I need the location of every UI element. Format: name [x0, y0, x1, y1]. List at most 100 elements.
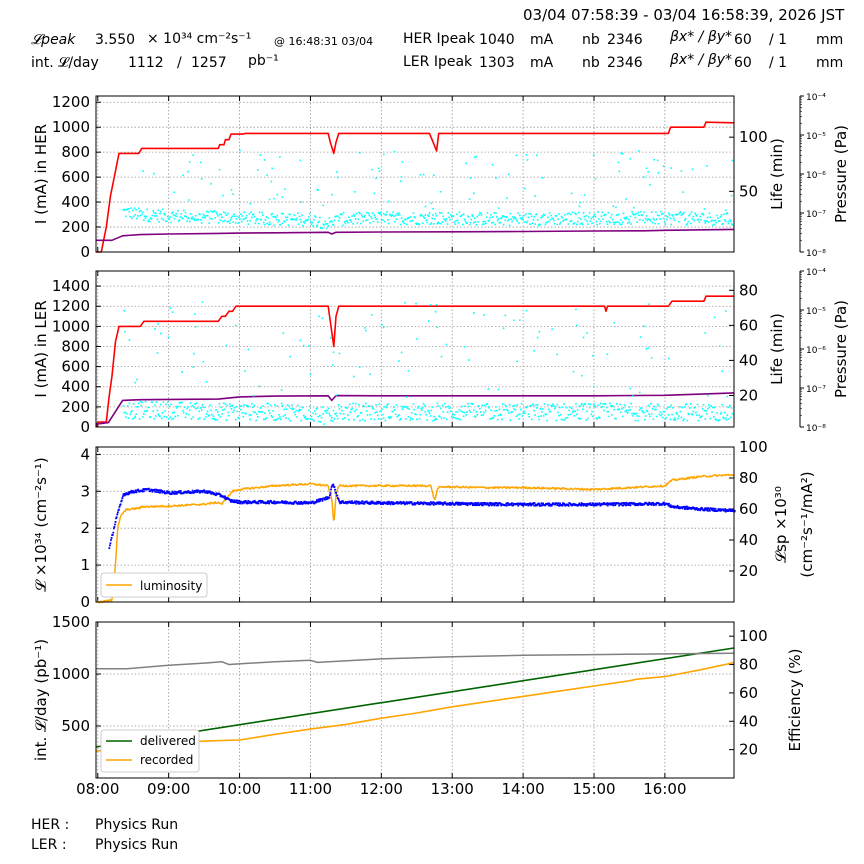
life-dot	[294, 218, 297, 221]
life-dot	[511, 411, 513, 413]
specific-lumi-dot	[591, 503, 593, 506]
life-dot	[131, 418, 134, 420]
life-dot	[530, 404, 532, 407]
life-dot	[159, 212, 161, 215]
life-dot	[721, 404, 724, 406]
life-dot	[409, 220, 411, 223]
life-dot	[536, 213, 538, 216]
life-dot	[330, 416, 333, 419]
specific-lumi-dot	[338, 499, 340, 502]
life-dot	[678, 415, 680, 417]
life-dot	[365, 219, 367, 222]
specific-lumi-dot	[444, 501, 446, 504]
life-dot	[245, 217, 247, 219]
life-dot	[715, 419, 718, 421]
life-dot-outlier	[575, 324, 578, 327]
life-dot	[174, 214, 177, 217]
life-dot	[433, 218, 436, 220]
life-dot	[338, 408, 341, 410]
life-dot	[666, 408, 668, 410]
life-dot	[143, 410, 146, 413]
life-dot	[683, 211, 685, 214]
specific-lumi-dot	[516, 502, 519, 505]
life-dot	[598, 416, 600, 419]
life-dot	[718, 419, 721, 421]
life-dot	[387, 222, 390, 225]
life-dot	[358, 211, 360, 214]
life-dot	[669, 217, 672, 220]
y-tick-label: 400	[61, 193, 90, 211]
specific-lumi-dot	[461, 502, 463, 505]
specific-lumi-dot	[134, 489, 137, 492]
life-dot	[265, 216, 268, 218]
specific-lumi-dot	[428, 502, 431, 505]
specific-lumi-dot	[132, 490, 135, 492]
life-dot-outlier	[469, 177, 472, 179]
life-dot	[467, 405, 470, 408]
specific-lumi-dot	[712, 507, 715, 510]
specific-lumi-dot	[652, 504, 655, 507]
life-dot	[473, 221, 475, 224]
life-dot-outlier	[308, 345, 310, 347]
specific-lumi-dot	[724, 508, 727, 510]
life-dot	[141, 213, 143, 216]
specific-lumi-dot	[268, 502, 271, 505]
specific-lumi-dot	[245, 502, 248, 505]
life-dot	[479, 211, 481, 214]
specific-lumi-dot	[360, 502, 363, 505]
life-dot	[269, 404, 272, 407]
life-dot-outlier	[252, 394, 255, 397]
life-dot	[698, 220, 701, 223]
specific-lumi-dot	[614, 504, 617, 507]
life-dot	[527, 413, 530, 416]
life-dot	[456, 417, 458, 420]
life-dot	[604, 403, 607, 405]
life-dot	[496, 216, 498, 218]
specific-lumi-dot	[482, 502, 484, 504]
current-line	[96, 121, 735, 253]
specific-lumi-dot	[624, 502, 627, 504]
specific-lumi-dot	[357, 500, 360, 503]
specific-lumi-dot	[522, 504, 525, 507]
life-dot-outlier	[643, 176, 645, 178]
life-dot	[433, 415, 435, 418]
life-dot	[165, 220, 168, 223]
life-dot	[689, 402, 692, 405]
life-dot	[198, 410, 200, 412]
life-dot-outlier	[495, 177, 497, 179]
specific-lumi-dot	[239, 500, 242, 503]
life-dot	[231, 404, 234, 407]
life-dot	[623, 404, 626, 406]
life-dot	[397, 415, 399, 417]
life-dot	[359, 222, 362, 225]
life-dot	[262, 418, 265, 421]
y-tick-label: 3	[80, 482, 90, 500]
life-dot	[346, 407, 348, 409]
life-dot	[500, 217, 502, 220]
life-dot-outlier	[375, 177, 377, 180]
specific-lumi-dot	[490, 502, 492, 505]
specific-lumi-dot	[201, 491, 204, 494]
life-dot	[256, 413, 258, 415]
specific-lumi-dot	[124, 493, 127, 496]
life-dot	[634, 419, 637, 422]
life-dot-outlier	[330, 337, 332, 339]
ler-ipeak-label: LER Ipeak	[403, 54, 473, 70]
specific-lumi-dot	[561, 504, 564, 507]
life-dot	[287, 417, 290, 420]
life-dot	[364, 214, 366, 217]
life-dot	[240, 220, 243, 223]
life-dot	[244, 217, 246, 220]
life-dot	[327, 407, 330, 410]
life-dot	[289, 419, 291, 422]
specific-lumi-dot	[439, 503, 442, 505]
specific-lumi-dot	[377, 501, 380, 504]
specific-lumi-dot	[158, 489, 161, 492]
specific-lumi-dot	[413, 501, 416, 504]
life-dot	[215, 211, 217, 214]
specific-lumi-dot	[433, 501, 436, 504]
y-tick-label: 0	[80, 418, 90, 436]
y2-tick-label: 50	[739, 182, 758, 200]
life-dot	[447, 212, 450, 214]
life-dot	[329, 414, 331, 417]
